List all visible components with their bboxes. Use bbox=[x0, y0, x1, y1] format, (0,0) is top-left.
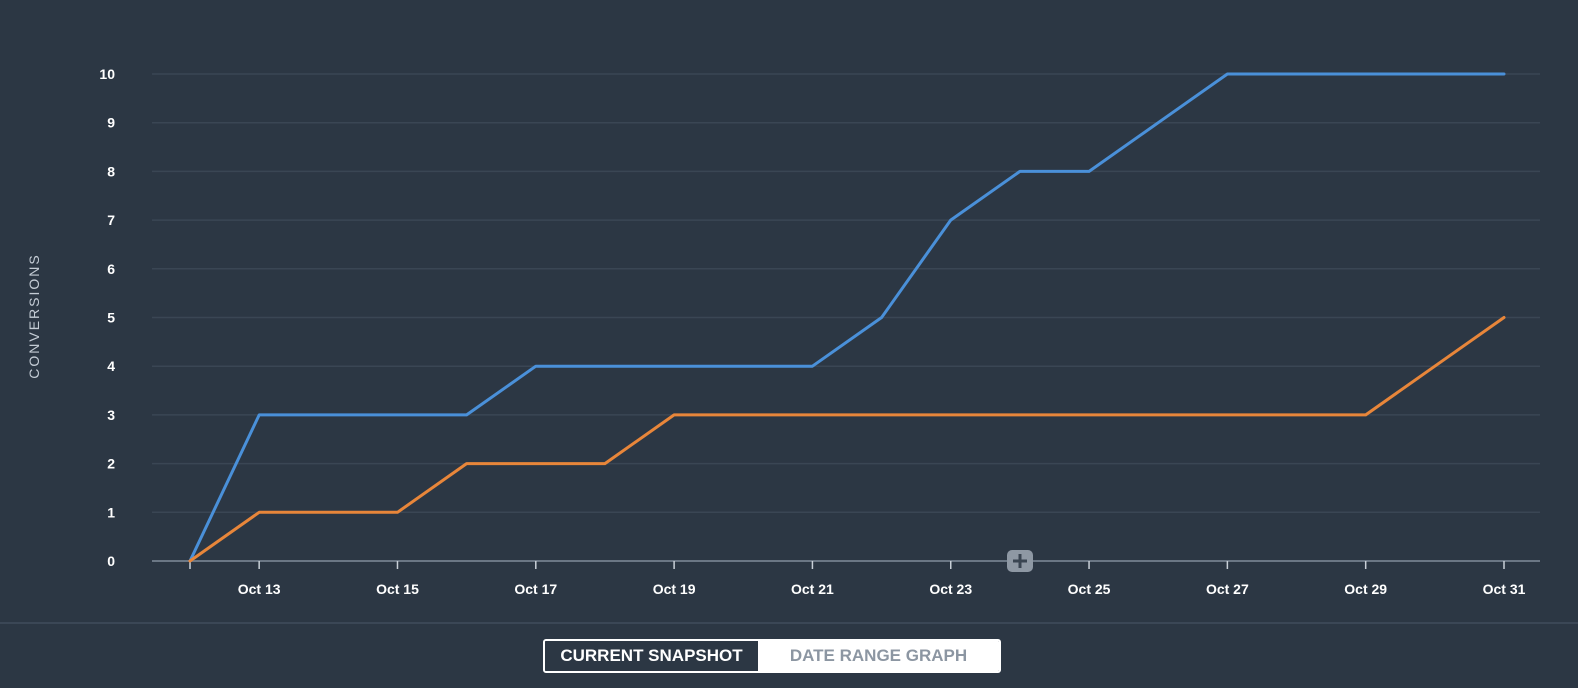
y-tick-label: 8 bbox=[107, 163, 115, 179]
y-tick-label: 2 bbox=[107, 456, 115, 472]
x-tick-label: Oct 31 bbox=[1483, 581, 1526, 597]
divider bbox=[0, 622, 1578, 624]
series-line-2 bbox=[188, 316, 1506, 563]
y-tick-label: 3 bbox=[107, 407, 115, 423]
x-tick-label: Oct 13 bbox=[238, 581, 281, 597]
plus-icon[interactable] bbox=[1007, 550, 1033, 572]
series-lines bbox=[188, 72, 1506, 563]
x-tick-label: Oct 29 bbox=[1344, 581, 1387, 597]
y-tick-label: 4 bbox=[107, 358, 115, 374]
x-tick-label: Oct 27 bbox=[1206, 581, 1249, 597]
y-tick-label: 6 bbox=[107, 261, 115, 277]
x-tick-label: Oct 23 bbox=[929, 581, 972, 597]
y-tick-label: 10 bbox=[99, 66, 115, 82]
y-tick-label: 0 bbox=[107, 553, 115, 569]
y-axis-label: CONVERSIONS bbox=[26, 253, 42, 378]
x-axis-ticks: Oct 13 Oct 15 Oct 17 Oct 19 Oct 21 Oct 23 Oct … bbox=[189, 561, 1526, 597]
series-line-1 bbox=[188, 72, 1506, 563]
y-tick-label: 5 bbox=[107, 310, 115, 326]
x-tick-label: Oct 25 bbox=[1068, 581, 1111, 597]
current-snapshot-button[interactable]: CURRENT SNAPSHOT bbox=[545, 641, 758, 671]
grid-lines bbox=[152, 73, 1540, 562]
y-tick-label: 9 bbox=[107, 115, 115, 131]
y-tick-label: 1 bbox=[107, 504, 115, 520]
y-axis-ticks: 0 1 2 3 4 5 6 7 8 9 10 bbox=[99, 66, 115, 569]
view-toggle: CURRENT SNAPSHOT DATE RANGE GRAPH bbox=[543, 639, 1001, 673]
y-tick-label: 7 bbox=[107, 212, 115, 228]
x-tick-label: Oct 19 bbox=[653, 581, 696, 597]
x-tick-label: Oct 21 bbox=[791, 581, 834, 597]
date-range-graph-button[interactable]: DATE RANGE GRAPH bbox=[758, 641, 999, 671]
x-tick-label: Oct 17 bbox=[514, 581, 557, 597]
x-tick-label: Oct 15 bbox=[376, 581, 419, 597]
